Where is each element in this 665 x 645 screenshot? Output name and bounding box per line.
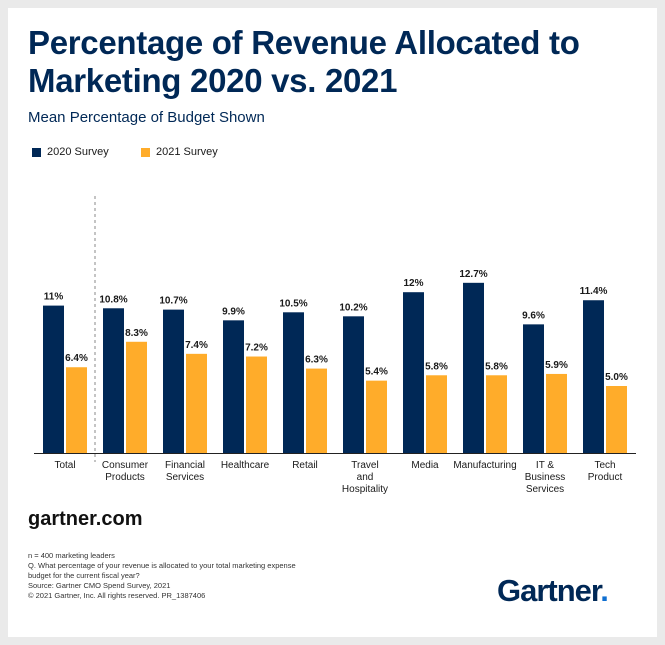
bar-2021-1 — [126, 341, 147, 453]
category-label-line: Hospitality — [342, 484, 388, 495]
bar-2021-9 — [606, 386, 627, 453]
data-label-2020-3: 9.9% — [222, 306, 245, 317]
category-label-line: Consumer — [102, 460, 149, 471]
gartner-logo: Gartner. — [497, 573, 609, 609]
bar-2020-4 — [283, 312, 304, 453]
bar-2021-6 — [426, 375, 447, 453]
category-label-line: Financial — [165, 460, 205, 471]
bar-2021-8 — [546, 373, 567, 453]
legend-label-2021: 2021 Survey — [156, 146, 218, 158]
data-label-2021-3: 7.2% — [245, 343, 268, 354]
data-label-2021-1: 8.3% — [125, 328, 148, 339]
category-label-4: Retail — [292, 460, 318, 471]
category-label-line: Products — [105, 472, 144, 483]
chart-title: Percentage of Revenue Allocated to Marke… — [28, 24, 580, 99]
footnote-sample: n = 400 marketing leaders — [28, 551, 115, 560]
category-label-line: and — [357, 472, 374, 483]
category-label-2: Financial Services — [165, 460, 205, 483]
data-label-2020-1: 10.8% — [99, 294, 127, 305]
data-label-2020-8: 9.6% — [522, 310, 545, 321]
data-label-2020-2: 10.7% — [159, 296, 187, 307]
category-label-line: Retail — [292, 460, 318, 471]
data-label-2021-9: 5.0% — [605, 372, 628, 383]
bar-2020-3 — [223, 320, 244, 453]
bar-2020-6 — [403, 292, 424, 453]
chart-subtitle: Mean Percentage of Budget Shown — [28, 109, 265, 126]
category-label-line: Services — [166, 472, 204, 483]
category-label-line: Media — [411, 460, 439, 471]
data-label-2021-5: 5.4% — [365, 367, 388, 378]
bar-2020-5 — [343, 316, 364, 453]
category-label-0: Total — [54, 460, 75, 471]
data-label-2021-2: 7.4% — [185, 340, 208, 351]
category-label-8: IT & Business Services — [525, 460, 566, 495]
category-label-1: Consumer Products — [102, 460, 149, 483]
category-label-line: Services — [526, 484, 564, 495]
footnotes: n = 400 marketing leaders Q. What percen… — [28, 551, 368, 601]
footnote-question-1: Q. What percentage of your revenue is al… — [28, 561, 296, 570]
legend-swatch-2020 — [32, 147, 41, 157]
data-label-2020-4: 10.5% — [279, 298, 307, 309]
bar-2020-1 — [103, 308, 124, 453]
bar-2021-7 — [486, 375, 507, 453]
bar-2020-8 — [523, 324, 544, 453]
logo-dot: . — [600, 573, 609, 608]
category-label-line: Healthcare — [221, 460, 270, 471]
category-label-3: Healthcare — [221, 460, 270, 471]
category-label-line: Business — [525, 472, 566, 483]
data-label-2021-4: 6.3% — [305, 355, 328, 366]
data-label-2020-5: 10.2% — [339, 302, 367, 313]
legend-swatch-2021 — [141, 147, 150, 157]
category-label-9: Tech Product — [588, 460, 623, 483]
category-label-line: IT & — [536, 460, 554, 471]
legend-item-2020: 2020 Survey — [32, 146, 109, 158]
category-label-line: Travel — [351, 460, 378, 471]
data-label-2020-9: 11.4% — [580, 286, 608, 297]
category-label-line: Tech — [594, 460, 615, 471]
data-label-2020-6: 12% — [403, 278, 423, 289]
bar-chart: 11% 6.4% Total 10.8% 8.3% Consumer Products 10.… — [34, 196, 636, 495]
bar-2020-0 — [43, 305, 64, 453]
legend-item-2021: 2021 Survey — [141, 146, 218, 158]
bar-2021-2 — [186, 353, 207, 453]
bar-2021-4 — [306, 368, 327, 453]
data-label-2020-7: 12.7% — [459, 269, 487, 280]
category-label-5: Travel and Hospitality — [342, 460, 388, 495]
bar-2020-7 — [463, 282, 484, 453]
data-label-2020-0: 11% — [44, 292, 64, 303]
data-label-2021-0: 6.4% — [65, 353, 88, 364]
bar-2020-9 — [583, 300, 604, 453]
footnote-source: Source: Gartner CMO Spend Survey, 2021 — [28, 581, 171, 590]
category-label-line: Product — [588, 472, 623, 483]
footnote-copyright: © 2021 Gartner, Inc. All rights reserved… — [28, 591, 206, 600]
bar-2020-2 — [163, 309, 184, 453]
bar-2021-5 — [366, 380, 387, 453]
bar-2021-0 — [66, 367, 87, 453]
logo-text: Gartner — [497, 573, 601, 608]
data-label-2021-8: 5.9% — [545, 360, 568, 371]
footnote-question-2: budget for the current fiscal year? — [28, 571, 140, 580]
legend-label-2020: 2020 Survey — [47, 146, 109, 158]
category-label-line: Total — [54, 460, 75, 471]
data-label-2021-7: 5.8% — [485, 361, 508, 372]
category-label-line: Manufacturing — [453, 460, 516, 471]
category-label-7: Manufacturing — [453, 460, 516, 471]
site-url[interactable]: gartner.com — [28, 508, 143, 530]
data-label-2021-6: 5.8% — [425, 361, 448, 372]
bar-2021-3 — [246, 356, 267, 453]
category-label-6: Media — [411, 460, 439, 471]
